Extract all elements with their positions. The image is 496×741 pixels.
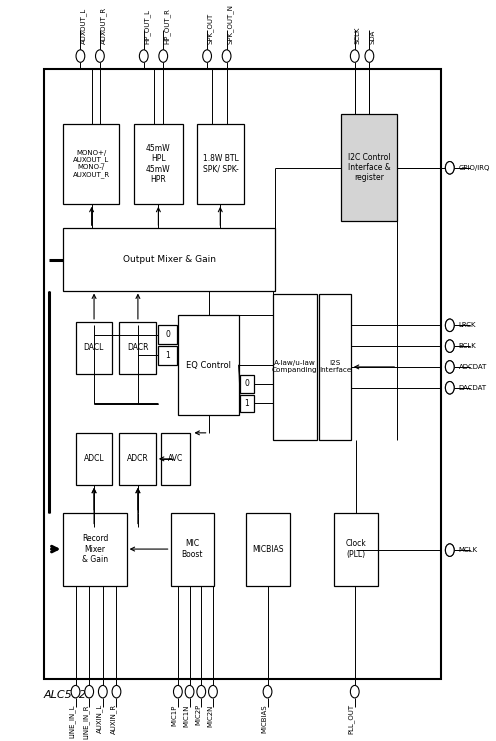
Circle shape bbox=[445, 361, 454, 373]
Circle shape bbox=[96, 50, 104, 62]
Bar bbox=[44, 69, 441, 679]
Bar bbox=[63, 228, 275, 290]
Text: LINE_IN_R: LINE_IN_R bbox=[82, 704, 89, 739]
Text: DACR: DACR bbox=[127, 343, 148, 353]
Bar bbox=[75, 322, 112, 374]
Text: MICBIAS: MICBIAS bbox=[261, 704, 267, 733]
Text: MIC
Boost: MIC Boost bbox=[182, 539, 203, 559]
Circle shape bbox=[263, 685, 272, 698]
Text: I2C Control
Interface &
register: I2C Control Interface & register bbox=[348, 153, 390, 182]
Circle shape bbox=[445, 382, 454, 394]
Circle shape bbox=[76, 50, 85, 62]
Text: MIC2P: MIC2P bbox=[195, 704, 201, 725]
Text: 1: 1 bbox=[165, 351, 170, 360]
Circle shape bbox=[445, 382, 454, 394]
Circle shape bbox=[365, 50, 374, 62]
Text: Clock
(PLL): Clock (PLL) bbox=[345, 539, 366, 559]
Circle shape bbox=[445, 319, 454, 331]
Bar bbox=[171, 513, 214, 585]
Text: BCLK: BCLK bbox=[459, 343, 476, 349]
Circle shape bbox=[350, 50, 359, 62]
Circle shape bbox=[445, 319, 454, 331]
Bar bbox=[334, 513, 377, 585]
Circle shape bbox=[445, 162, 454, 174]
Bar bbox=[63, 124, 120, 204]
Text: I2S
Interface: I2S Interface bbox=[319, 360, 351, 373]
Circle shape bbox=[445, 162, 454, 174]
Text: GPIO/IRQ: GPIO/IRQ bbox=[459, 165, 490, 170]
Circle shape bbox=[71, 685, 80, 698]
Bar bbox=[246, 513, 290, 585]
Bar bbox=[120, 433, 156, 485]
Text: 45mW
HPL
45mW
HPR: 45mW HPL 45mW HPR bbox=[146, 144, 171, 184]
Bar bbox=[341, 113, 397, 222]
Text: SPK_OUT: SPK_OUT bbox=[207, 13, 214, 44]
Circle shape bbox=[445, 544, 454, 556]
Bar bbox=[197, 124, 244, 204]
Text: HP_OUT_L: HP_OUT_L bbox=[144, 9, 150, 44]
Circle shape bbox=[445, 544, 454, 556]
Text: MIC1P: MIC1P bbox=[172, 704, 178, 725]
Text: DACL: DACL bbox=[84, 343, 104, 353]
Text: EQ Control: EQ Control bbox=[186, 361, 231, 370]
Text: ADCL: ADCL bbox=[83, 454, 104, 463]
Text: AVC: AVC bbox=[168, 454, 183, 463]
Circle shape bbox=[159, 50, 168, 62]
Text: SPK_OUT_N: SPK_OUT_N bbox=[227, 4, 233, 44]
Text: ADCR: ADCR bbox=[127, 454, 148, 463]
Text: AUXOUT_R: AUXOUT_R bbox=[100, 7, 107, 44]
Text: AUXIN_L: AUXIN_L bbox=[96, 704, 103, 734]
Text: 1.8W BTL
SPK/ SPK-: 1.8W BTL SPK/ SPK- bbox=[203, 154, 239, 173]
Text: LRCK: LRCK bbox=[459, 322, 476, 328]
Circle shape bbox=[112, 685, 121, 698]
Bar bbox=[158, 346, 177, 365]
Circle shape bbox=[197, 685, 206, 698]
Text: A-law/u-law
Companding: A-law/u-law Companding bbox=[272, 360, 317, 373]
Circle shape bbox=[208, 685, 217, 698]
Circle shape bbox=[445, 361, 454, 373]
Bar bbox=[319, 294, 351, 440]
Text: SCLK: SCLK bbox=[355, 26, 361, 44]
Circle shape bbox=[139, 50, 148, 62]
Text: HP_OUT_R: HP_OUT_R bbox=[163, 7, 170, 44]
Circle shape bbox=[222, 50, 231, 62]
Circle shape bbox=[185, 685, 194, 698]
Text: ALC5621: ALC5621 bbox=[44, 690, 94, 700]
Text: Output Mixer & Gain: Output Mixer & Gain bbox=[123, 255, 216, 264]
Text: Record
Mixer
& Gain: Record Mixer & Gain bbox=[82, 534, 108, 564]
Circle shape bbox=[350, 685, 359, 698]
Circle shape bbox=[445, 340, 454, 353]
Bar bbox=[240, 395, 254, 412]
Bar bbox=[273, 294, 317, 440]
Circle shape bbox=[98, 685, 107, 698]
Text: MIC2N: MIC2N bbox=[207, 704, 213, 726]
Bar bbox=[120, 322, 156, 374]
Text: AUXOUT_L: AUXOUT_L bbox=[80, 7, 87, 44]
Text: MONO+/
AUXOUT_L
MONO-/
AUXOUT_R: MONO+/ AUXOUT_L MONO-/ AUXOUT_R bbox=[73, 150, 110, 179]
Text: LINE_IN_L: LINE_IN_L bbox=[69, 704, 75, 738]
Text: AUXIN_R: AUXIN_R bbox=[110, 704, 117, 734]
Bar bbox=[158, 325, 177, 344]
Text: 0: 0 bbox=[245, 379, 249, 388]
Bar bbox=[178, 315, 239, 416]
Circle shape bbox=[174, 685, 182, 698]
Text: ADCDAT: ADCDAT bbox=[459, 364, 487, 370]
Circle shape bbox=[203, 50, 211, 62]
Text: SDA: SDA bbox=[370, 30, 375, 44]
Bar bbox=[161, 433, 190, 485]
Text: 1: 1 bbox=[245, 399, 249, 408]
Bar bbox=[75, 433, 112, 485]
Text: MIC1N: MIC1N bbox=[184, 704, 189, 727]
Text: DACDAT: DACDAT bbox=[459, 385, 487, 391]
Circle shape bbox=[445, 340, 454, 353]
Bar bbox=[63, 513, 126, 585]
Circle shape bbox=[85, 685, 94, 698]
Text: MICBIAS: MICBIAS bbox=[252, 545, 284, 554]
Text: PLL_OUT: PLL_OUT bbox=[348, 704, 355, 734]
Bar bbox=[240, 375, 254, 393]
Bar bbox=[134, 124, 183, 204]
Text: MCLK: MCLK bbox=[459, 547, 478, 553]
Text: 0: 0 bbox=[165, 330, 170, 339]
